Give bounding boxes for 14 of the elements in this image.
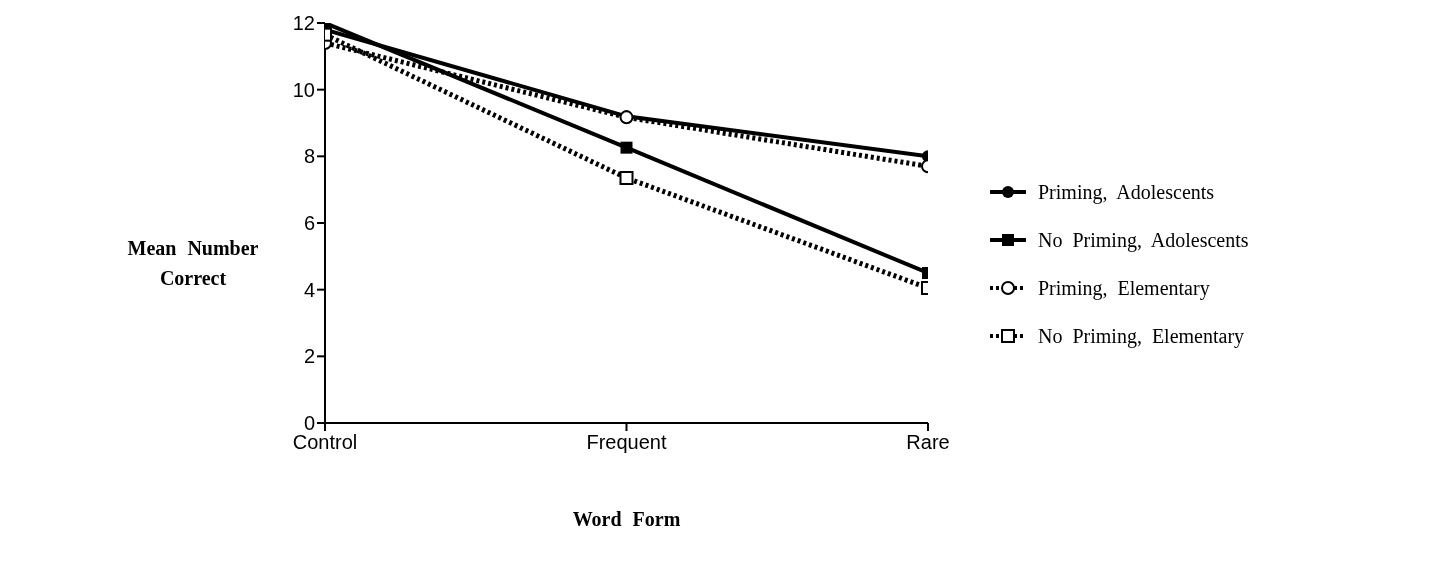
x-tick-label: Frequent: [586, 431, 667, 454]
y-tick-label: 2: [303, 345, 315, 368]
legend-label: No Priming, Adolescents: [1038, 228, 1249, 252]
legend-label: No Priming, Elementary: [1038, 324, 1245, 348]
x-axis-title: Word Form: [571, 508, 682, 531]
legend-label: Priming, Elementary: [1038, 276, 1210, 300]
legend-label: Priming, Adolescents: [1038, 180, 1215, 204]
y-tick-label: 8: [303, 145, 315, 168]
y-axis-title: Mean Number Correct: [126, 236, 260, 291]
y-tick-label: 10: [292, 78, 315, 101]
x-tick-label: Rare: [906, 431, 950, 454]
y-tick-label: 4: [303, 278, 315, 301]
y-tick-label: 6: [303, 212, 315, 235]
y-tick-label: 12: [292, 12, 315, 35]
